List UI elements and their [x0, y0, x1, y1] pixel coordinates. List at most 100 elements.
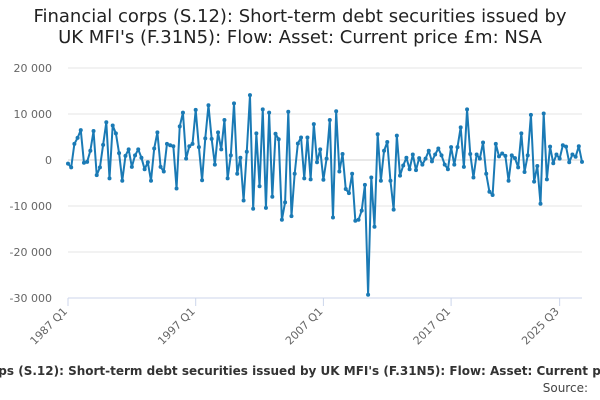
data-point: [187, 144, 192, 149]
data-point: [184, 156, 189, 161]
data-point: [91, 129, 96, 134]
data-point: [439, 153, 444, 158]
data-point: [564, 144, 569, 149]
x-tick-label: 2025 Q3: [519, 305, 562, 348]
data-point: [532, 179, 537, 184]
data-point: [378, 178, 383, 183]
data-point: [567, 160, 572, 165]
data-point: [145, 160, 150, 165]
data-point: [426, 148, 431, 153]
data-point: [445, 167, 450, 172]
data-point: [254, 131, 259, 136]
data-point: [334, 109, 339, 114]
data-point: [209, 136, 214, 141]
data-point: [283, 200, 288, 205]
data-point: [302, 176, 307, 181]
data-point: [382, 148, 387, 153]
data-point: [369, 175, 374, 180]
data-point: [398, 173, 403, 178]
data-point: [276, 137, 281, 142]
data-point: [136, 147, 141, 152]
data-point: [500, 151, 505, 156]
data-point: [260, 107, 265, 112]
data-point: [174, 186, 179, 191]
data-point: [468, 152, 473, 157]
data-point: [78, 128, 83, 133]
data-point: [270, 194, 275, 199]
data-point: [413, 168, 418, 173]
data-point: [203, 136, 208, 141]
data-point: [164, 141, 169, 146]
data-point: [455, 145, 460, 150]
data-point: [512, 156, 517, 161]
data-point: [279, 217, 284, 222]
data-point: [394, 133, 399, 138]
data-point: [493, 141, 498, 146]
footer-title: Financial corps (S.12): Short-term debt …: [0, 364, 600, 380]
data-point: [372, 224, 377, 229]
data-point: [129, 164, 134, 169]
data-point: [168, 143, 173, 148]
data-point: [94, 173, 99, 178]
data-point: [449, 145, 454, 150]
data-point: [318, 147, 323, 152]
data-point: [149, 178, 154, 183]
data-point: [75, 135, 80, 140]
data-point: [576, 144, 581, 149]
data-point: [509, 153, 514, 158]
x-tick-label: 1997 Q1: [155, 305, 198, 348]
data-point: [423, 156, 428, 161]
data-point: [263, 205, 268, 210]
gridlines: [68, 67, 582, 299]
data-point: [292, 171, 297, 176]
x-tick-label: 1987 Q1: [28, 305, 71, 348]
data-point: [330, 215, 335, 220]
x-axis: 1987 Q1 1997 Q1 2007 Q1 2017 Q1 2025 Q3: [28, 297, 582, 348]
y-tick-label: 0: [45, 154, 52, 167]
data-point: [222, 117, 227, 122]
data-point: [295, 141, 300, 146]
data-point: [477, 156, 482, 161]
data-point: [161, 169, 166, 174]
data-point: [196, 145, 201, 150]
data-point: [359, 208, 364, 213]
y-tick-label: -10 000: [10, 200, 52, 213]
y-axis-labels: 20 000 10 000 0 -10 000 -20 000 -30 000: [10, 62, 52, 305]
data-point: [315, 160, 320, 165]
data-point: [308, 177, 313, 182]
data-point: [107, 176, 112, 181]
x-tick-label: 2007 Q1: [283, 305, 326, 348]
data-point: [321, 177, 326, 182]
data-point: [580, 159, 584, 164]
source-label: Source:: [542, 381, 588, 395]
data-point: [133, 153, 138, 158]
data-point: [247, 93, 252, 98]
data-point: [375, 132, 380, 137]
data-point: [152, 146, 157, 151]
data-point: [538, 201, 543, 206]
data-point: [85, 159, 90, 164]
data-point: [442, 162, 447, 167]
data-point: [557, 156, 562, 161]
data-point: [267, 110, 272, 115]
data-point: [490, 192, 495, 197]
data-point: [324, 156, 329, 161]
data-point: [388, 178, 393, 183]
x-tick-label: 2017 Q1: [411, 305, 454, 348]
data-point: [232, 101, 237, 106]
data-point: [216, 130, 221, 135]
data-point: [404, 155, 409, 160]
data-point: [525, 153, 530, 158]
data-point: [286, 109, 291, 114]
data-point: [212, 162, 217, 167]
data-point: [362, 182, 367, 187]
data-point: [560, 143, 565, 148]
data-point: [327, 117, 332, 122]
data-point: [458, 125, 463, 130]
data-point: [81, 160, 86, 165]
data-point: [516, 165, 521, 170]
data-point: [346, 191, 351, 196]
data-point: [433, 152, 438, 157]
data-point: [506, 178, 511, 183]
data-point: [573, 154, 578, 159]
